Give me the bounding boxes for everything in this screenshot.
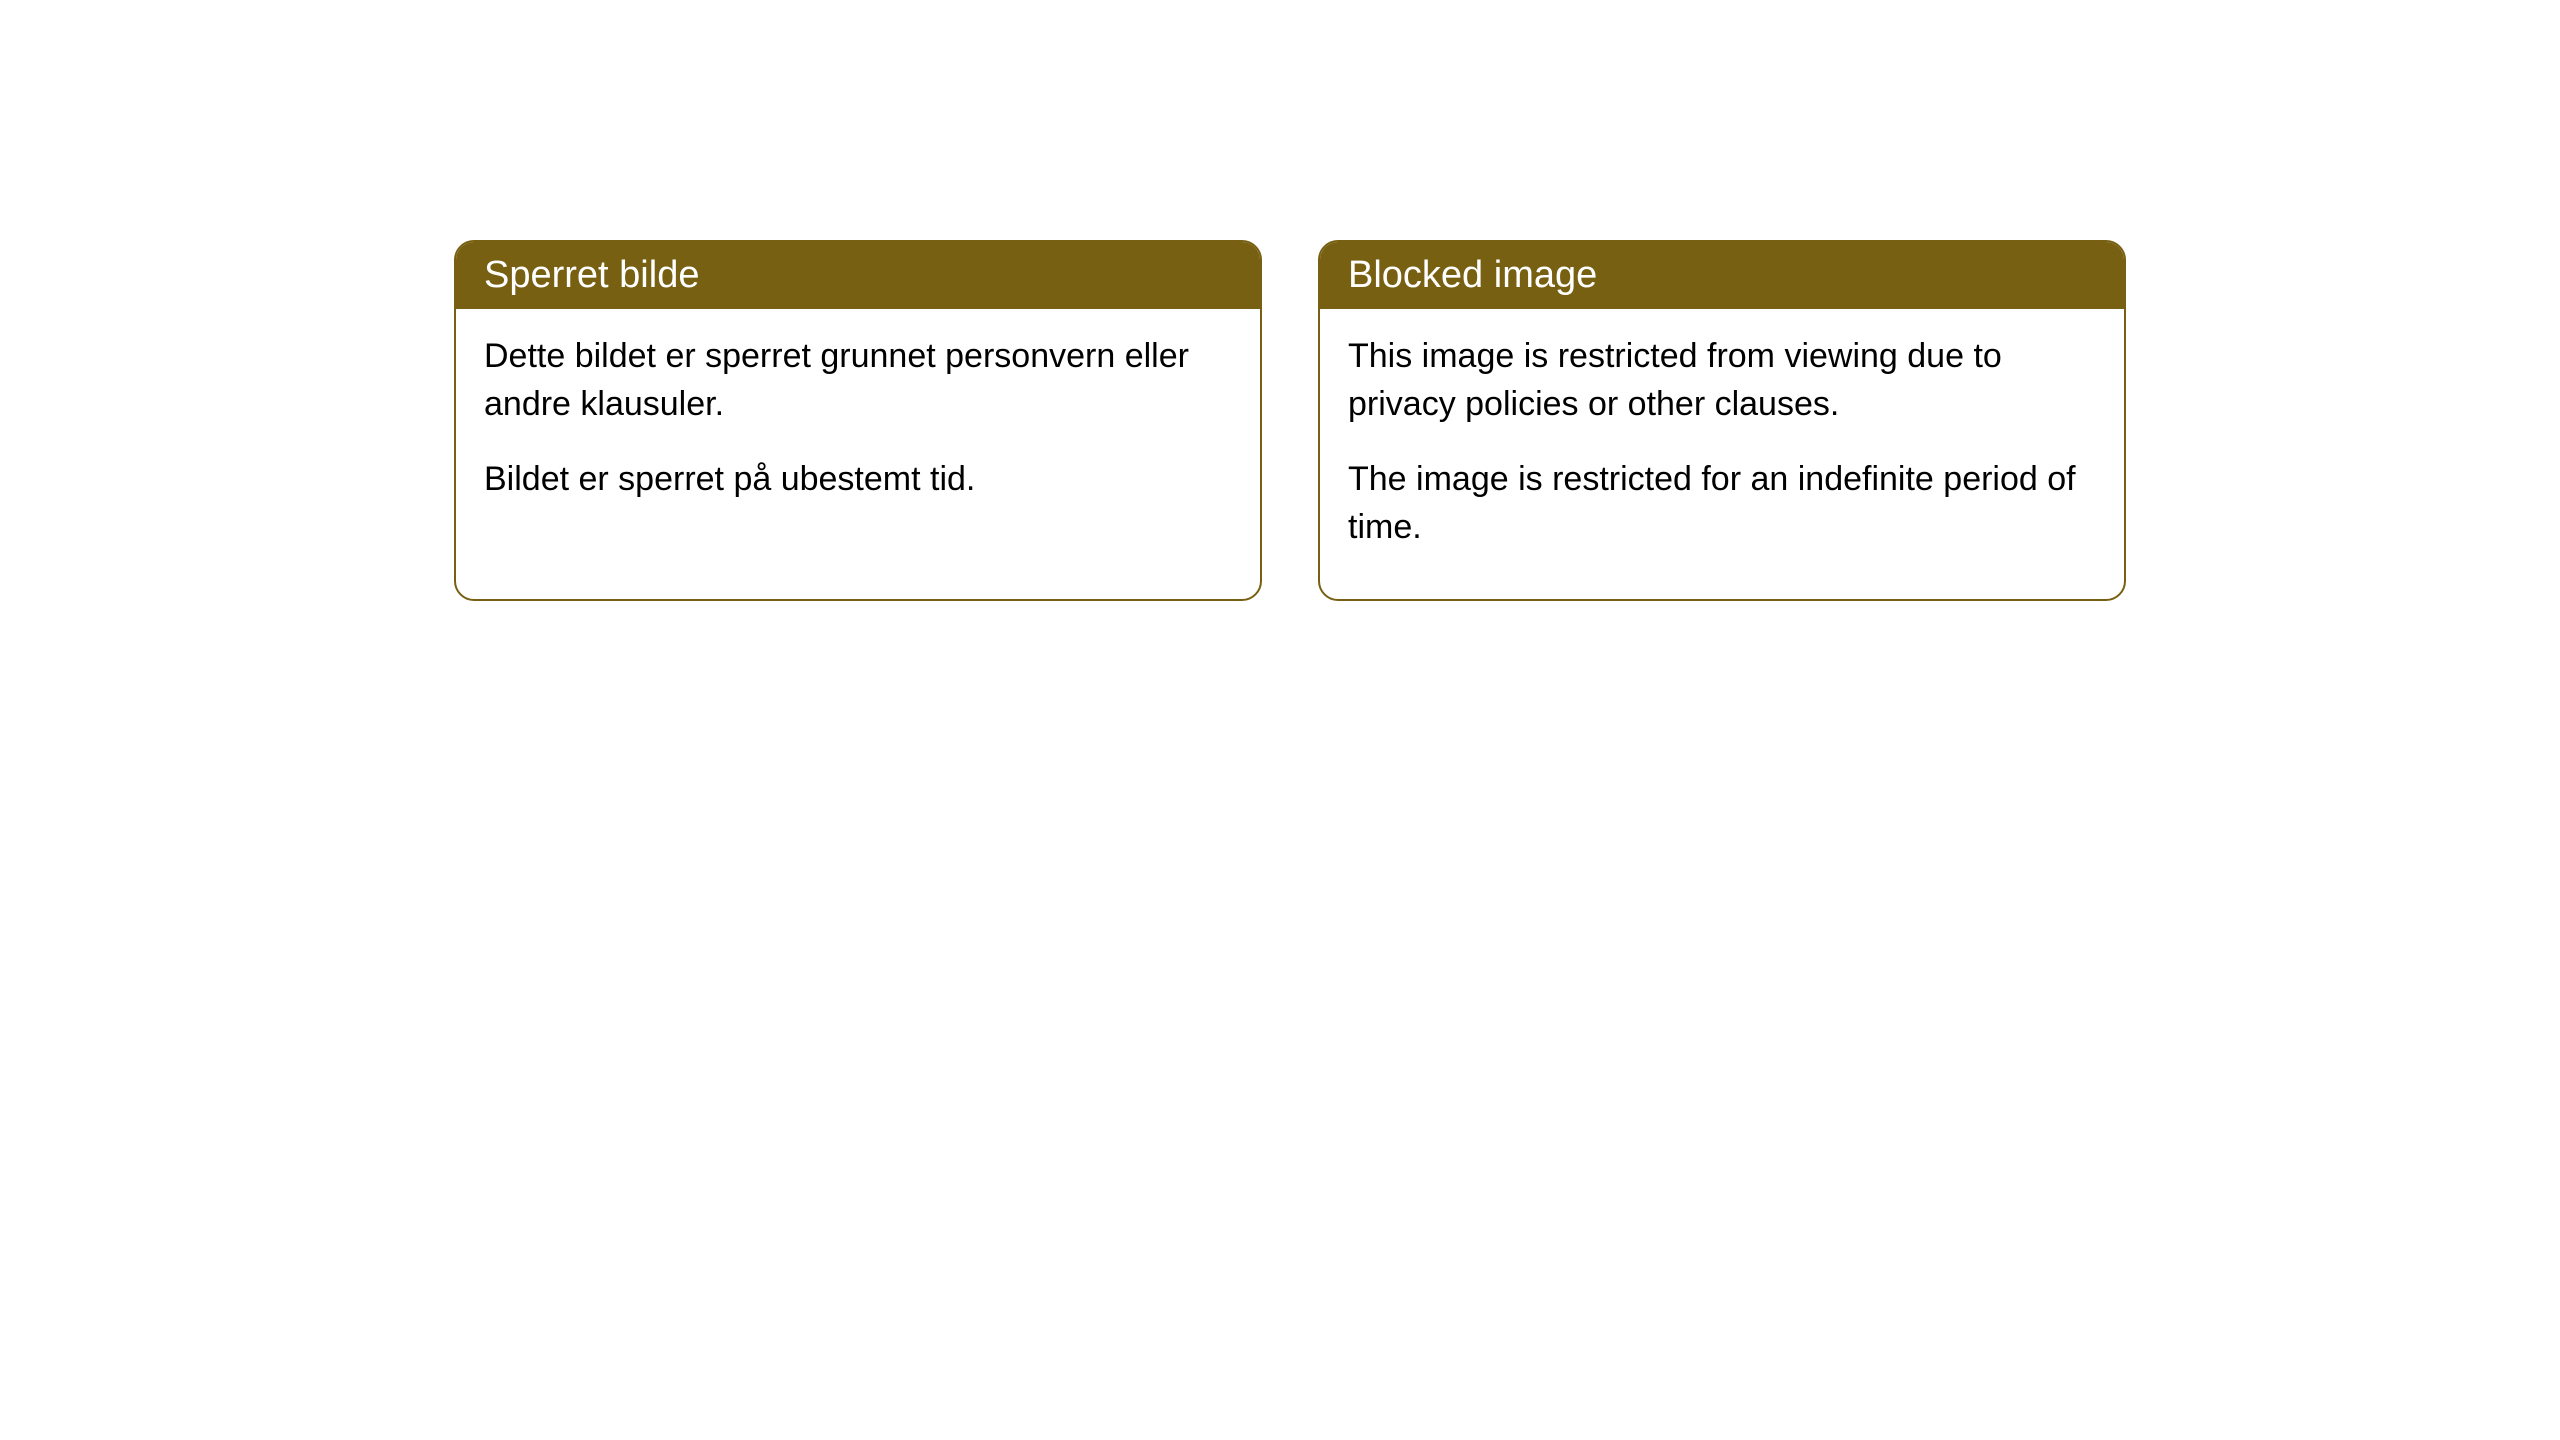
card-body: Dette bildet er sperret grunnet personve… [456, 309, 1260, 552]
card-paragraph-2: Bildet er sperret på ubestemt tid. [484, 456, 1232, 504]
card-paragraph-2: The image is restricted for an indefinit… [1348, 456, 2096, 551]
cards-container: Sperret bilde Dette bildet er sperret gr… [454, 240, 2126, 601]
blocked-image-card-english: Blocked image This image is restricted f… [1318, 240, 2126, 601]
blocked-image-card-norwegian: Sperret bilde Dette bildet er sperret gr… [454, 240, 1262, 601]
card-header: Sperret bilde [456, 242, 1260, 309]
card-header: Blocked image [1320, 242, 2124, 309]
card-paragraph-1: Dette bildet er sperret grunnet personve… [484, 333, 1232, 428]
card-body: This image is restricted from viewing du… [1320, 309, 2124, 599]
card-paragraph-1: This image is restricted from viewing du… [1348, 333, 2096, 428]
